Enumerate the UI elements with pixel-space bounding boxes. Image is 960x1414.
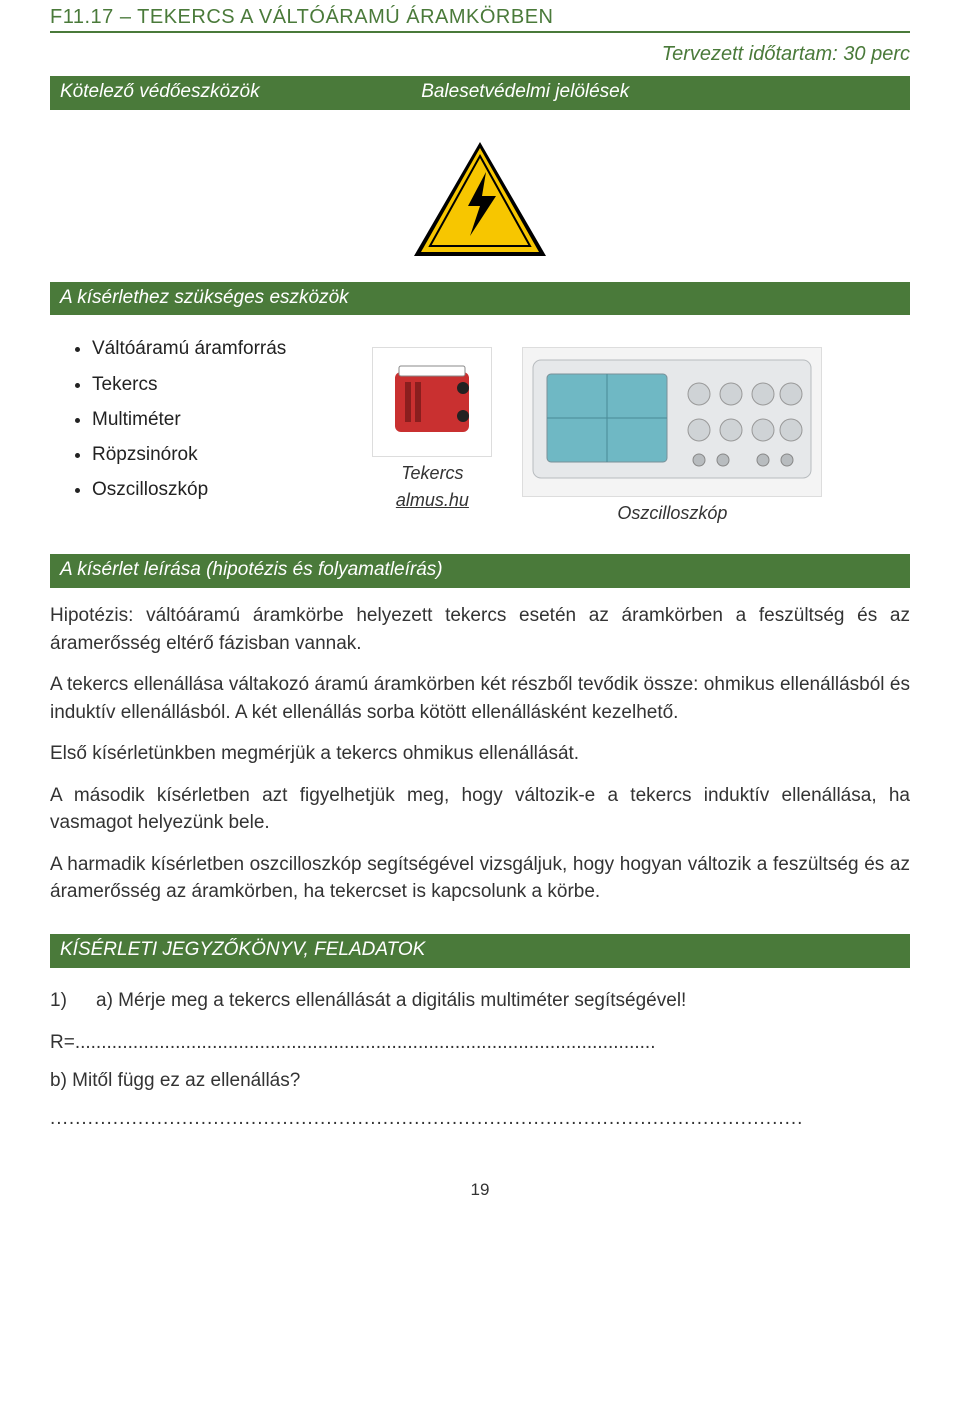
- task-1b-text: b) Mitől függ ez az ellenállás?: [50, 1070, 910, 1092]
- paragraph-hypothesis: Hipotézis: váltóáramú áramkörbe helyezet…: [50, 602, 910, 657]
- description-bar: A kísérlet leírása (hipotézis és folyama…: [50, 554, 910, 588]
- duration-text: Tervezett időtartam: 30 perc: [50, 43, 910, 66]
- doc-title: – TEKERCS A VÁLTÓÁRAMÚ ÁRAMKÖRBEN: [114, 6, 554, 28]
- paragraph-first-experiment: Első kísérletünkben megmérjük a tekercs …: [50, 740, 910, 768]
- doc-code: F11.17: [50, 6, 114, 28]
- paragraph-third-experiment: A harmadik kísérletben oszcilloszkóp seg…: [50, 851, 910, 906]
- paragraph-resistance: A tekercs ellenállása váltakozó áramú ár…: [50, 671, 910, 726]
- list-item: Tekercs: [92, 367, 342, 402]
- oscilloscope-image: [522, 347, 822, 497]
- r-equals-line: R=......................................…: [50, 1032, 910, 1054]
- tekercs-image-block: Tekercs almus.hu: [372, 347, 492, 511]
- safety-header-row: Kötelező védőeszközök Balesetvédelmi jel…: [50, 76, 910, 110]
- task-1a-text: a) Mérje meg a tekercs ellenállását a di…: [96, 986, 686, 1016]
- oscilloscope-caption: Oszcilloszkóp: [617, 503, 727, 524]
- equipment-row: Váltóáramú áramforrás Tekercs Multiméter…: [50, 327, 910, 524]
- page-number: 19: [50, 1180, 910, 1200]
- task-1-row: 1) a) Mérje meg a tekercs ellenállását a…: [50, 986, 910, 1016]
- list-item: Oszcilloszkóp: [92, 472, 342, 507]
- equipment-list: Váltóáramú áramforrás Tekercs Multiméter…: [50, 327, 342, 507]
- safety-markings-bar: Balesetvédelmi jelölések: [411, 76, 910, 110]
- electrical-hazard-icon: [410, 138, 550, 260]
- oscilloscope-icon: [527, 352, 817, 492]
- task-number: 1): [50, 986, 78, 1016]
- almus-link[interactable]: almus.hu: [396, 490, 469, 511]
- equipment-bar: A kísérlethez szükséges eszközök: [50, 282, 910, 316]
- oscilloscope-image-block: Oszcilloszkóp: [522, 347, 822, 524]
- blank-line: ........................................…: [50, 1108, 910, 1130]
- tekercs-caption: Tekercs: [401, 463, 463, 484]
- tekercs-image: [372, 347, 492, 457]
- list-item: Váltóáramú áramforrás: [92, 331, 342, 366]
- list-item: Röpzsinórok: [92, 437, 342, 472]
- paragraph-second-experiment: A második kísérletben azt figyelhetjük m…: [50, 782, 910, 837]
- list-item: Multiméter: [92, 402, 342, 437]
- protective-equipment-bar: Kötelező védőeszközök: [50, 76, 411, 110]
- page-container: F11.17 – TEKERCS A VÁLTÓÁRAMÚ ÁRAMKÖRBEN…: [0, 0, 960, 1240]
- journal-bar: KÍSÉRLETI JEGYZŐKÖNYV, FELADATOK: [50, 934, 910, 968]
- title-bar: F11.17 – TEKERCS A VÁLTÓÁRAMÚ ÁRAMKÖRBEN: [50, 0, 910, 33]
- equipment-images: Tekercs almus.hu: [372, 327, 910, 524]
- warning-sign-row: [50, 120, 910, 282]
- coil-icon: [377, 352, 487, 452]
